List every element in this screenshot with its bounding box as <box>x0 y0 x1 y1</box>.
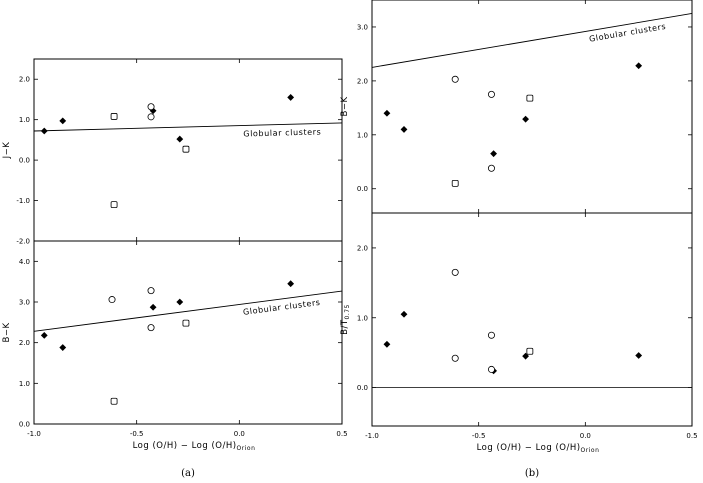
data-point-open-square <box>110 113 118 120</box>
data-point-open-square <box>451 179 459 187</box>
y-axis-label: B−K <box>2 322 12 342</box>
data-point-filled-diamond <box>490 150 497 158</box>
chart-panel-4: 2.0 1.0 0.0 -1.0 -0.5 0.0 0.5 B/T0.75 Log (O/H) … <box>340 212 698 479</box>
data-point-open-circle <box>147 103 155 111</box>
x-axis-label: Log (O/H) − Log (O/H)Orion <box>133 441 256 452</box>
y-tick-label: 0.0 <box>19 421 30 429</box>
fit-line-globular-clusters <box>34 122 342 132</box>
data-point-open-circle <box>487 164 495 172</box>
data-point-filled-diamond <box>635 352 643 359</box>
data-point-open-circle <box>147 113 155 121</box>
panel-caption: (b) <box>525 468 539 479</box>
y-tick-label: 2.0 <box>357 77 368 85</box>
data-point-open-circle <box>487 90 495 98</box>
y-tick-label: 2.0 <box>357 244 368 252</box>
data-point-filled-diamond <box>40 127 48 135</box>
y-tick-label: -2.0 <box>16 238 30 246</box>
data-point-filled-diamond <box>635 62 643 70</box>
data-point-open-circle <box>147 287 155 295</box>
y-tick-label: 2.0 <box>19 76 30 84</box>
data-point-filled-diamond <box>383 340 391 348</box>
x-tick-label: -0.5 <box>130 430 144 438</box>
x-tick-label: -1.0 <box>365 432 379 440</box>
data-point-filled-diamond <box>176 135 184 143</box>
x-tick-label: 0.0 <box>234 430 245 438</box>
fit-line-globular-clusters <box>372 13 692 68</box>
data-point-open-circle <box>451 75 459 83</box>
data-point-filled-diamond <box>176 298 184 306</box>
y-axis-label-main: B−K <box>340 96 350 116</box>
fit-line-label: Globular clusters <box>588 22 666 44</box>
y-axis-label-main: J−K <box>2 142 12 160</box>
y-axis-label-main: B/T <box>340 319 350 335</box>
y-tick-label: -1.0 <box>16 197 30 205</box>
y-axis-label: J−K <box>2 142 12 160</box>
data-point-open-circle <box>451 268 459 276</box>
x-axis-label-main: Log (O/H) − Log (O/H) <box>133 441 237 451</box>
y-tick-label: 0.0 <box>357 384 368 392</box>
y-tick-label: 1.0 <box>19 116 30 124</box>
y-tick-label: 0.0 <box>19 157 30 165</box>
data-point-filled-diamond <box>287 280 295 288</box>
y-tick-label: 2.0 <box>19 339 30 347</box>
x-axis-label-main: Log (O/H) − Log (O/H) <box>477 443 581 453</box>
plot-frame <box>33 240 343 425</box>
data-point-filled-diamond <box>383 109 391 117</box>
y-tick-label: 1.0 <box>357 314 368 322</box>
fit-line-globular-clusters <box>34 290 342 332</box>
y-axis-label-subscript: 0.75 <box>344 304 351 319</box>
x-tick-label: 0.0 <box>580 432 591 440</box>
y-axis-label: B/T0.75 <box>340 304 351 335</box>
chart-panel-1: 2.0 1.0 0.0 -1.0 -2.0 Globular clusters J−K <box>2 58 343 246</box>
data-point-filled-diamond <box>59 344 67 351</box>
data-point-filled-diamond <box>59 117 67 125</box>
y-tick-label: 1.0 <box>19 380 30 388</box>
x-tick-label: 0.5 <box>336 430 347 438</box>
data-point-open-square <box>110 397 118 405</box>
data-point-open-circle <box>487 331 495 339</box>
data-point-filled-diamond <box>522 352 529 360</box>
data-point-filled-diamond <box>149 107 157 115</box>
x-axis-label-subscript: Orion <box>237 445 256 452</box>
data-point-open-square <box>526 347 534 355</box>
y-axis-label: B−K <box>340 96 350 116</box>
y-tick-label: 3.0 <box>19 299 30 307</box>
data-point-open-square <box>110 201 118 209</box>
y-axis-label-main: B−K <box>2 322 12 342</box>
x-tick-label: -0.5 <box>472 432 486 440</box>
data-point-filled-diamond <box>400 126 408 133</box>
chart-panel-3: 3.0 2.0 1.0 0.0 Globular clusters B−K <box>340 0 693 214</box>
y-tick-label: 1.0 <box>357 131 368 139</box>
data-point-open-circle <box>487 365 495 373</box>
plot-frame <box>371 212 693 427</box>
fit-line-label: Globular clusters <box>243 127 321 138</box>
data-point-open-circle <box>451 354 459 362</box>
data-point-open-square <box>526 94 534 102</box>
x-axis-label-subscript: Orion <box>581 447 600 454</box>
data-point-filled-diamond <box>522 115 529 123</box>
y-tick-label: 3.0 <box>357 23 368 31</box>
x-tick-label: -1.0 <box>27 430 41 438</box>
x-tick-label: 0.5 <box>686 432 697 440</box>
data-point-filled-diamond <box>287 94 295 101</box>
data-point-filled-diamond <box>400 310 408 318</box>
data-point-open-circle <box>108 296 116 304</box>
data-point-open-circle <box>147 324 155 332</box>
data-point-filled-diamond <box>40 331 48 339</box>
data-point-filled-diamond <box>149 303 157 311</box>
panel-caption: (a) <box>181 468 195 479</box>
data-point-open-square <box>182 145 190 153</box>
y-tick-label: 4.0 <box>19 258 30 266</box>
data-point-open-square <box>182 319 190 327</box>
y-tick-label: 0.0 <box>357 185 368 193</box>
fit-line-label: Globular clusters <box>243 298 322 317</box>
x-axis-label: Log (O/H) − Log (O/H)Orion <box>477 443 600 454</box>
